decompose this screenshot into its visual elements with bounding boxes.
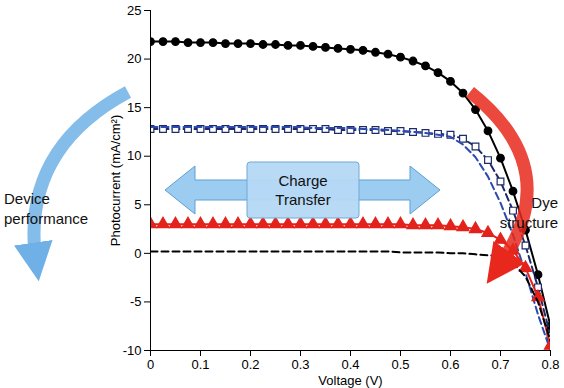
svg-text:0.8: 0.8 bbox=[541, 357, 559, 372]
svg-text:0.2: 0.2 bbox=[241, 357, 259, 372]
svg-text:ChargeTransfer: ChargeTransfer bbox=[275, 172, 330, 208]
svg-text:Deviceperformance: Deviceperformance bbox=[4, 190, 88, 227]
svg-text:0.7: 0.7 bbox=[491, 357, 509, 372]
svg-text:10: 10 bbox=[127, 148, 141, 163]
svg-text:0: 0 bbox=[134, 246, 141, 261]
svg-text:Dyestructure: Dyestructure bbox=[500, 194, 558, 231]
svg-text:20: 20 bbox=[127, 51, 141, 66]
svg-text:0.6: 0.6 bbox=[441, 357, 459, 372]
svg-text:0.1: 0.1 bbox=[191, 357, 209, 372]
svg-text:5: 5 bbox=[134, 197, 141, 212]
svg-text:Voltage (V): Voltage (V) bbox=[318, 373, 382, 388]
svg-text:25: 25 bbox=[127, 3, 141, 18]
svg-text:0.5: 0.5 bbox=[391, 357, 409, 372]
svg-text:15: 15 bbox=[127, 100, 141, 115]
svg-text:-5: -5 bbox=[130, 294, 142, 309]
svg-text:0.3: 0.3 bbox=[291, 357, 309, 372]
svg-text:Photocurrent (mA/cm²): Photocurrent (mA/cm²) bbox=[108, 115, 123, 246]
svg-text:-10: -10 bbox=[123, 343, 142, 358]
svg-text:0.4: 0.4 bbox=[341, 357, 359, 372]
svg-text:0: 0 bbox=[147, 357, 154, 372]
